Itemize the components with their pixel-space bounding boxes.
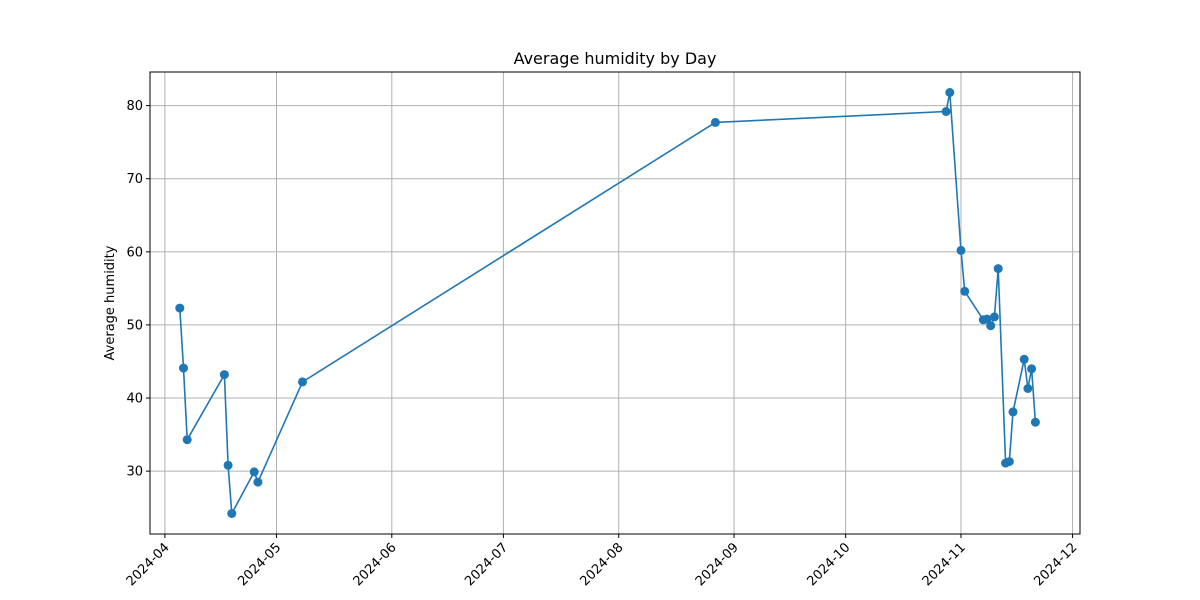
y-tick-label: 40: [126, 392, 143, 407]
data-point: [227, 509, 237, 518]
data-point: [1004, 457, 1014, 467]
data-point: [253, 477, 263, 487]
data-point: [298, 377, 307, 387]
data-point: [710, 117, 720, 127]
data-point: [982, 314, 992, 324]
y-axis-label: Average humidity: [103, 245, 118, 360]
data-point: [960, 286, 970, 296]
data-point: [941, 107, 951, 116]
y-tick-label: 60: [126, 245, 143, 260]
series-line: [179, 91, 1037, 515]
data-point: [1027, 364, 1037, 374]
y-axis: 30 40 50 60 70 80: [126, 99, 150, 480]
data-point: [1023, 384, 1033, 393]
data-point: [986, 321, 996, 331]
y-tick-label: 50: [126, 318, 143, 333]
data-point: [1008, 407, 1018, 417]
data-point: [989, 312, 999, 322]
data-point: [1019, 354, 1029, 364]
plot-frame: [149, 71, 1081, 535]
data-point: [249, 467, 259, 477]
y-tick-label: 70: [126, 172, 143, 187]
data-point: [1030, 417, 1040, 427]
data-point: [223, 460, 233, 470]
data-point: [993, 264, 1003, 274]
series-line-group: [175, 88, 1040, 518]
data-point: [956, 245, 966, 255]
y-tick-label: 30: [126, 465, 143, 480]
grid: [150, 72, 1080, 534]
data-point: [945, 88, 955, 97]
y-tick-label: 80: [126, 99, 143, 114]
data-point: [219, 370, 229, 380]
chart-title: Average humidity by Day: [514, 49, 717, 68]
data-point: [175, 303, 185, 313]
data-point: [179, 363, 188, 373]
data-point: [182, 435, 192, 445]
